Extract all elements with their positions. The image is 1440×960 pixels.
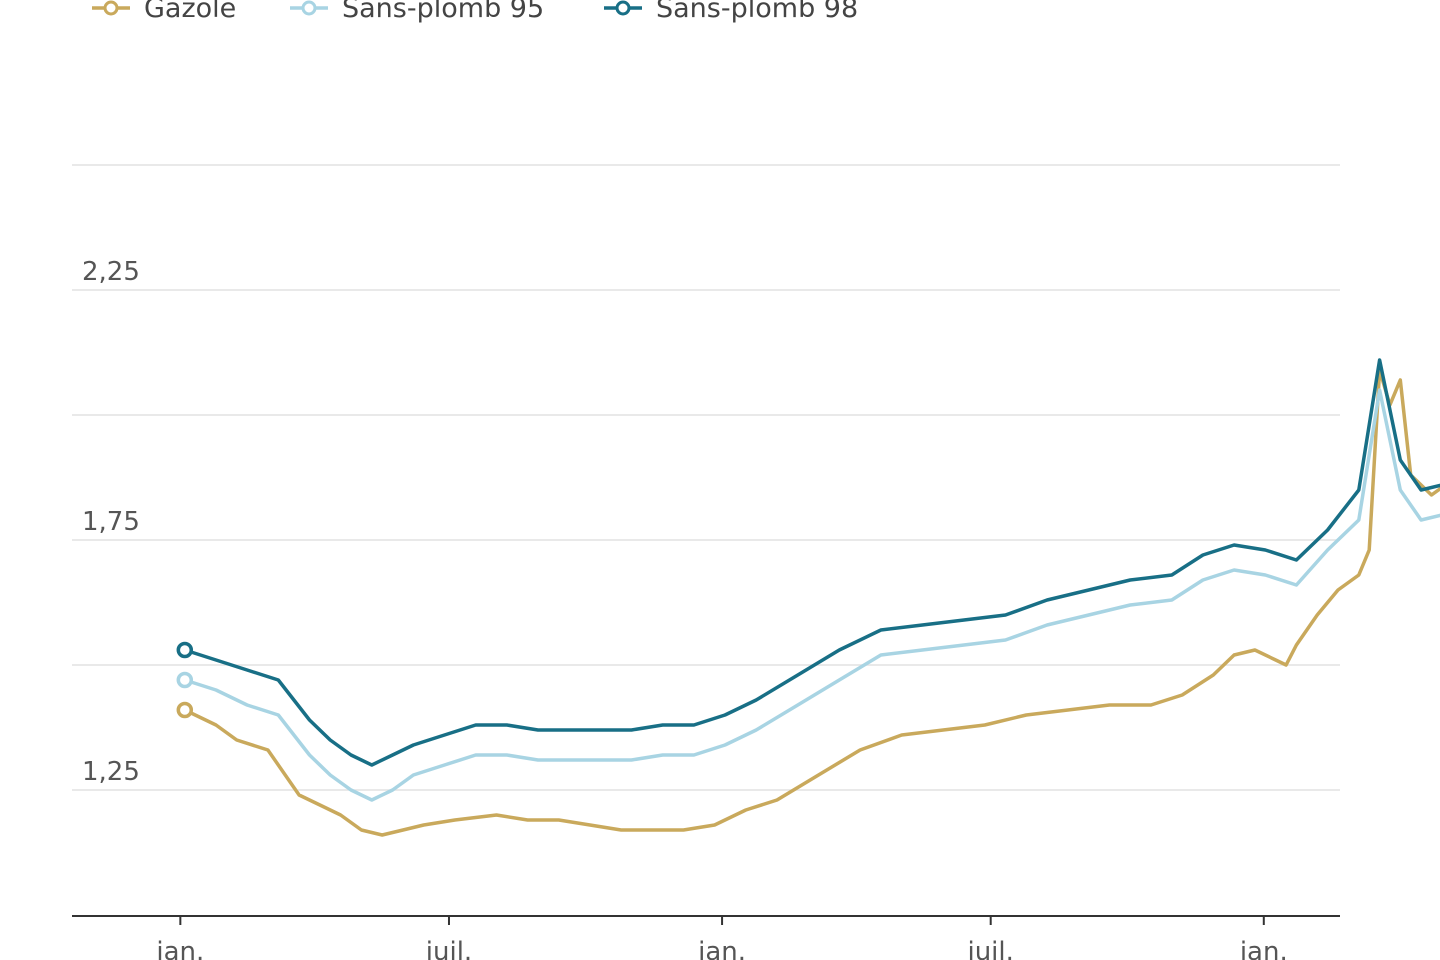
x-tick-label: jan.	[1239, 937, 1288, 960]
legend-swatch-marker	[615, 0, 631, 16]
x-tick-label: juil.	[425, 937, 472, 960]
x-tick-label: jan.	[155, 937, 204, 960]
series-endpoint-marker	[176, 641, 194, 659]
chart-legend: Gazole Sans-plomb 95 Sans-plomb 98	[92, 0, 858, 24]
series-line	[183, 358, 1440, 767]
x-tick-label: jan.	[697, 937, 746, 960]
y-axis-tick-labels: 1,25 1,75 2,25	[82, 257, 140, 787]
legend-swatch-marker	[301, 0, 317, 16]
series-lines	[183, 358, 1440, 837]
y-tick-label: 1,75	[82, 507, 140, 537]
y-gridlines	[72, 164, 1340, 791]
legend-swatch-marker	[103, 0, 119, 16]
y-tick-label: 2,25	[82, 257, 140, 287]
y-tick-label: 1,25	[82, 757, 140, 787]
legend-label: Gazole	[144, 0, 236, 24]
x-axis-ticks: jan. juil. jan. juil. jan.	[155, 916, 1288, 960]
series-endpoint-marker	[176, 671, 194, 689]
series-endpoint-marker	[176, 701, 194, 719]
legend-item: Sans-plomb 98	[604, 0, 858, 24]
legend-item: Gazole	[92, 0, 236, 24]
legend-label: Sans-plomb 95	[342, 0, 544, 24]
series-line	[183, 368, 1440, 837]
series-line	[183, 388, 1440, 802]
x-tick-label: juil.	[966, 937, 1013, 960]
legend-label: Sans-plomb 98	[656, 0, 858, 24]
legend-item: Sans-plomb 95	[290, 0, 544, 24]
series-endpoint-markers	[176, 641, 194, 719]
